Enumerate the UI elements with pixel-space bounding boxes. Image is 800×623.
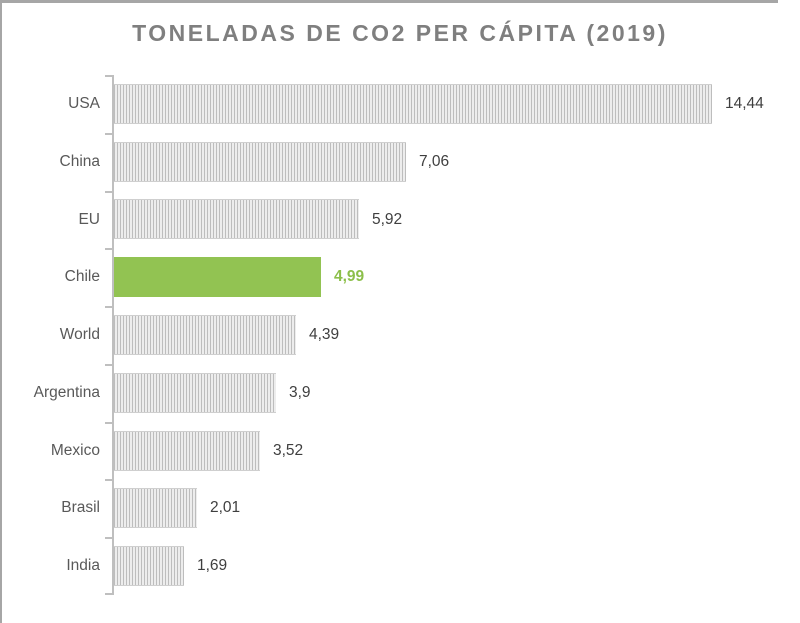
value-label: 4,99 — [334, 268, 365, 286]
category-label: Argentina — [33, 383, 100, 401]
value-label: 4,39 — [309, 326, 340, 344]
bar — [114, 314, 296, 355]
axis-tick — [105, 364, 112, 366]
chart-title: TONELADAS DE CO2 PER CÁPITA (2019) — [132, 20, 668, 46]
category-label: EU — [78, 210, 100, 228]
bar-row-usa: USA 14,44 — [0, 75, 800, 133]
bar-row-brasil: Brasil 2,01 — [0, 479, 800, 537]
axis-tick — [105, 133, 112, 135]
bar — [114, 488, 197, 529]
bar — [114, 83, 712, 124]
axis-tick — [105, 75, 112, 77]
axis-tick — [105, 422, 112, 424]
bar-row-argentina: Argentina 3,9 — [0, 364, 800, 422]
bar-row-chile: Chile 4,99 — [0, 248, 800, 306]
category-label: India — [66, 557, 100, 575]
frame-top-border — [0, 0, 778, 3]
axis-tick — [105, 537, 112, 539]
bar-row-mexico: Mexico 3,52 — [0, 422, 800, 480]
plot-area: USA 14,44 China 7,06 EU 5,92 Chile 4,99 World 4,3… — [0, 75, 800, 595]
category-label: USA — [68, 95, 100, 112]
value-label: 5,92 — [372, 210, 403, 228]
value-label: 1,69 — [197, 557, 228, 575]
frame-left-border — [0, 0, 2, 623]
value-label: 2,01 — [210, 499, 241, 517]
axis-tick — [105, 248, 112, 250]
axis-tick — [105, 306, 112, 308]
value-label: 3,9 — [289, 383, 311, 401]
value-label: 14,44 — [725, 95, 764, 112]
category-label: Mexico — [50, 441, 100, 459]
axis-tick — [105, 479, 112, 481]
bar — [114, 141, 406, 182]
bar — [114, 430, 260, 471]
bar-highlight — [114, 257, 321, 298]
category-label: China — [59, 152, 101, 170]
axis-tick — [105, 191, 112, 193]
value-label: 7,06 — [419, 152, 450, 170]
category-label: Brasil — [61, 499, 100, 517]
axis-tick — [105, 593, 112, 595]
bar — [114, 199, 359, 240]
bar — [114, 546, 184, 587]
category-axis-line — [112, 75, 114, 595]
bar-row-world: World 4,39 — [0, 306, 800, 364]
value-label: 3,52 — [273, 441, 304, 459]
bar-row-india: India 1,69 — [0, 537, 800, 595]
bar — [114, 372, 276, 413]
category-label: World — [59, 326, 100, 344]
bar-row-eu: EU 5,92 — [0, 191, 800, 249]
category-label: Chile — [64, 268, 100, 286]
bar-row-china: China 7,06 — [0, 133, 800, 191]
